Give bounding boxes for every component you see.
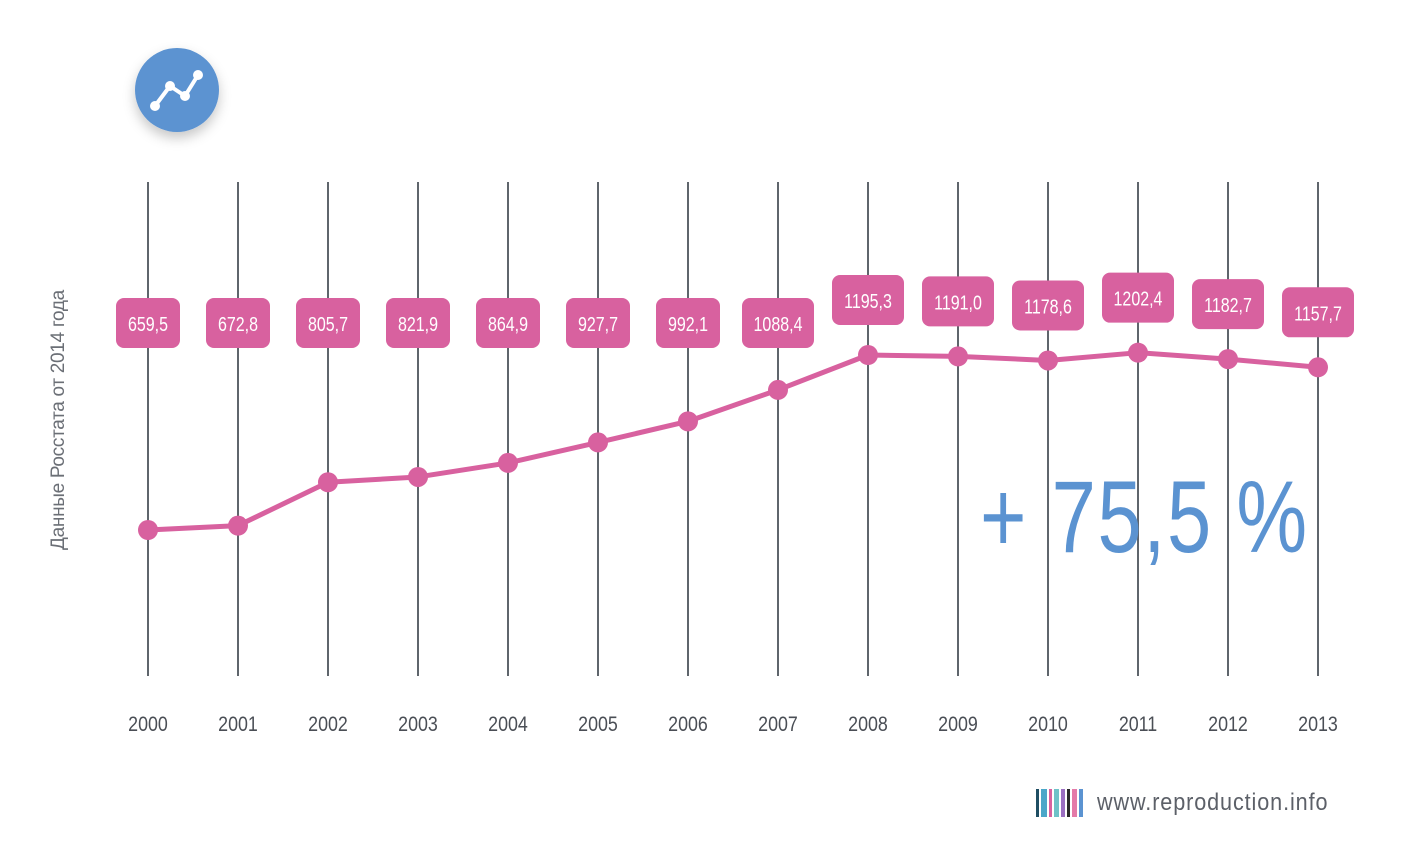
- data-label: 992,1: [656, 298, 720, 348]
- data-label: 672,8: [206, 298, 270, 348]
- data-label: 864,9: [476, 298, 540, 348]
- svg-text:1182,7: 1182,7: [1204, 294, 1252, 316]
- x-tick-label: 2012: [1208, 713, 1248, 737]
- svg-text:992,1: 992,1: [668, 313, 708, 335]
- data-label: 1178,6: [1012, 280, 1084, 331]
- svg-text:1088,4: 1088,4: [754, 313, 803, 335]
- svg-text:927,7: 927,7: [578, 313, 618, 335]
- barcode-logo-icon: [1036, 789, 1085, 817]
- data-label: 1182,7: [1192, 279, 1264, 330]
- svg-text:1157,7: 1157,7: [1294, 303, 1342, 325]
- growth-percentage: + 75,5 %: [980, 460, 1309, 574]
- barcode-bar: [1067, 789, 1070, 817]
- barcode-bar: [1072, 789, 1077, 817]
- data-point: [408, 466, 428, 487]
- x-tick-label: 2000: [128, 713, 168, 737]
- x-tick-label: 2007: [758, 713, 798, 737]
- data-point: [1038, 350, 1058, 371]
- x-tick-label: 2006: [668, 713, 708, 737]
- svg-text:659,5: 659,5: [128, 313, 168, 335]
- x-tick-label: 2013: [1298, 713, 1338, 737]
- data-label: 1191,0: [922, 276, 994, 327]
- data-point: [1128, 342, 1148, 363]
- x-tick-label: 2002: [308, 713, 348, 737]
- barcode-bar: [1041, 789, 1047, 817]
- x-tick-labels: 2000 2001 2002 2003 2004 2005 2006 2007 2008 2009…: [128, 713, 1338, 737]
- svg-text:1195,3: 1195,3: [844, 290, 892, 312]
- svg-text:1178,6: 1178,6: [1024, 296, 1072, 318]
- barcode-bar: [1049, 789, 1052, 817]
- series-line: [145, 350, 1321, 533]
- svg-text:1202,4: 1202,4: [1114, 288, 1163, 310]
- svg-text:864,9: 864,9: [488, 313, 528, 335]
- data-point: [948, 346, 968, 367]
- data-label-group: 659,5 672,8 805,7 821,9 864,9 927,7 992,1 1088,…: [116, 272, 1354, 348]
- x-tick-label: 2011: [1119, 713, 1157, 737]
- svg-text:805,7: 805,7: [308, 313, 348, 335]
- barcode-bar: [1054, 789, 1059, 817]
- footer: www.reproduction.info: [1036, 786, 1354, 820]
- data-point: [678, 411, 698, 432]
- data-label: 1088,4: [742, 298, 814, 348]
- data-point: [858, 345, 878, 365]
- x-tick-label: 2005: [578, 713, 618, 737]
- data-label: 927,7: [566, 298, 630, 348]
- data-point: [228, 515, 248, 536]
- y-axis-label: Данные Росстата от 2014 года: [48, 290, 69, 550]
- barcode-bar: [1036, 789, 1039, 817]
- barcode-bar: [1079, 789, 1083, 817]
- x-tick-label: 2003: [398, 713, 438, 737]
- x-tick-label: 2009: [938, 713, 978, 737]
- svg-text:821,9: 821,9: [398, 313, 438, 335]
- svg-text:672,8: 672,8: [218, 313, 258, 335]
- data-label: 1202,4: [1102, 272, 1174, 323]
- svg-text:1191,0: 1191,0: [934, 292, 982, 314]
- data-point: [588, 432, 608, 453]
- data-point: [138, 520, 158, 540]
- x-tick-label: 2004: [488, 713, 528, 737]
- data-point: [1308, 357, 1328, 378]
- series-line-group: [138, 342, 1328, 540]
- x-tick-label: 2001: [218, 713, 258, 737]
- data-point: [1218, 349, 1238, 370]
- data-label: 1195,3: [832, 275, 904, 325]
- barcode-bar: [1061, 789, 1065, 817]
- data-label: 821,9: [386, 298, 450, 348]
- site-url: www.reproduction.info: [1097, 789, 1329, 816]
- data-label: 805,7: [296, 298, 360, 348]
- grid-lines: [147, 182, 1319, 676]
- data-point: [498, 452, 518, 473]
- line-chart-icon: [135, 48, 219, 132]
- data-point: [768, 379, 788, 400]
- x-tick-label: 2008: [848, 713, 888, 737]
- data-label: 659,5: [116, 298, 180, 348]
- x-tick-label: 2010: [1028, 713, 1068, 737]
- data-point: [318, 472, 338, 493]
- data-label: 1157,7: [1282, 287, 1354, 338]
